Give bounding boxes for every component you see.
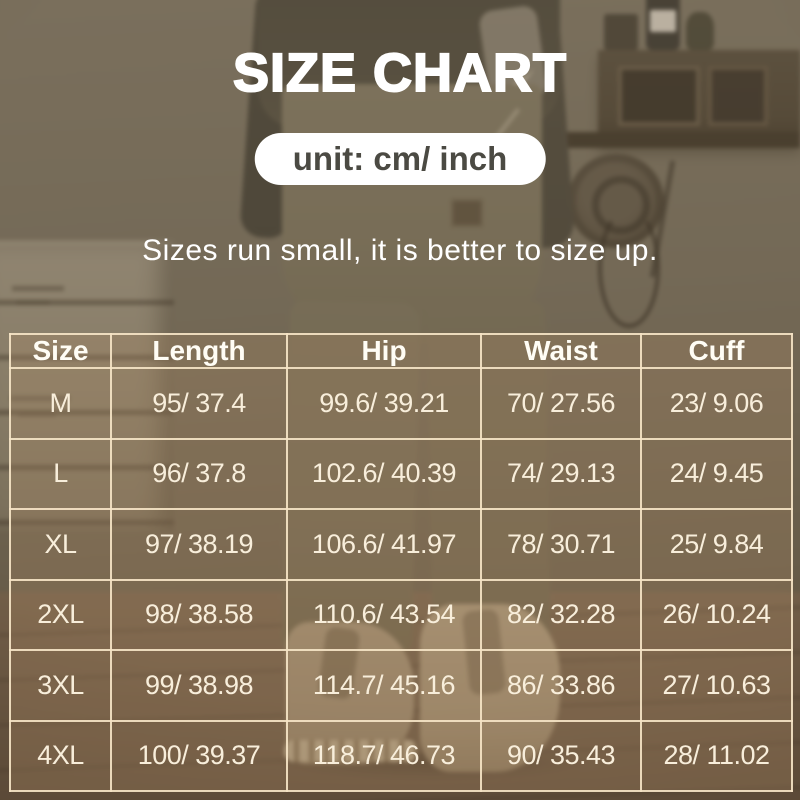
bottle-label bbox=[650, 10, 676, 32]
measurement-cell: 98/ 38.58 bbox=[110, 578, 288, 651]
size-cell: L bbox=[9, 437, 112, 510]
measurement-cell: 27/ 10.63 bbox=[640, 649, 793, 722]
table-row: 3XL 99/ 38.98 114.7/ 45.16 86/ 33.86 27/… bbox=[9, 649, 793, 722]
measurement-cell: 23/ 9.06 bbox=[640, 367, 793, 440]
measurement-cell: 96/ 37.8 bbox=[110, 437, 288, 510]
measurement-cell: 100/ 39.37 bbox=[110, 719, 288, 792]
header-row: Size Length Hip Waist Cuff bbox=[9, 333, 793, 369]
measurement-cell: 110.6/ 43.54 bbox=[286, 578, 482, 651]
measurement-cell: 24/ 9.45 bbox=[640, 437, 793, 510]
measurement-cell: 74/ 29.13 bbox=[480, 437, 642, 510]
table-row: 4XL 100/ 39.37 118.7/ 46.73 90/ 35.43 28… bbox=[9, 719, 793, 792]
cabinet-glass-panel bbox=[708, 66, 768, 126]
size-chart-table: Size Length Hip Waist Cuff M 95/ 37.4 99… bbox=[9, 333, 793, 792]
measurement-cell: 114.7/ 45.16 bbox=[286, 649, 482, 722]
measurement-cell: 97/ 38.19 bbox=[110, 508, 288, 581]
measurement-cell: 118.7/ 46.73 bbox=[286, 719, 482, 792]
measurement-cell: 70/ 27.56 bbox=[480, 367, 642, 440]
cabinet-glass-panel bbox=[618, 66, 700, 126]
measurement-cell: 99.6/ 39.21 bbox=[286, 367, 482, 440]
size-cell: 2XL bbox=[9, 578, 112, 651]
table-row: 2XL 98/ 38.58 110.6/ 43.54 82/ 32.28 26/… bbox=[9, 578, 793, 651]
size-cell: XL bbox=[9, 508, 112, 581]
measurement-cell: 82/ 32.28 bbox=[480, 578, 642, 651]
column-header-size: Size bbox=[9, 333, 112, 369]
measurement-cell: 102.6/ 40.39 bbox=[286, 437, 482, 510]
table-row: M 95/ 37.4 99.6/ 39.21 70/ 27.56 23/ 9.0… bbox=[9, 367, 793, 440]
column-header-waist: Waist bbox=[480, 333, 642, 369]
measurement-cell: 106.6/ 41.97 bbox=[286, 508, 482, 581]
size-cell: M bbox=[9, 367, 112, 440]
size-cell: 3XL bbox=[9, 649, 112, 722]
pants-label-patch bbox=[450, 198, 484, 228]
measurement-cell: 90/ 35.43 bbox=[480, 719, 642, 792]
table-row: XL 97/ 38.19 106.6/ 41.97 78/ 30.71 25/ … bbox=[9, 508, 793, 581]
column-header-hip: Hip bbox=[286, 333, 482, 369]
measurement-cell: 95/ 37.4 bbox=[110, 367, 288, 440]
unit-badge: unit: cm/ inch bbox=[254, 133, 546, 185]
column-header-length: Length bbox=[110, 333, 288, 369]
measurement-cell: 28/ 11.02 bbox=[640, 719, 793, 792]
shelf-plant bbox=[686, 12, 714, 50]
measurement-cell: 26/ 10.24 bbox=[640, 578, 793, 651]
table-row: L 96/ 37.8 102.6/ 40.39 74/ 29.13 24/ 9.… bbox=[9, 437, 793, 510]
page-title: SIZE CHART bbox=[232, 42, 567, 104]
measurement-cell: 99/ 38.98 bbox=[110, 649, 288, 722]
size-cell: 4XL bbox=[9, 719, 112, 792]
measurement-cell: 86/ 33.86 bbox=[480, 649, 642, 722]
bag-strap-loop bbox=[598, 208, 660, 328]
measurement-cell: 78/ 30.71 bbox=[480, 508, 642, 581]
measurement-cell: 25/ 9.84 bbox=[640, 508, 793, 581]
sizing-note: Sizes run small, it is better to size up… bbox=[142, 234, 658, 267]
cabinet-shelf bbox=[552, 132, 800, 148]
shelf-item-box bbox=[604, 14, 638, 50]
column-header-cuff: Cuff bbox=[640, 333, 793, 369]
